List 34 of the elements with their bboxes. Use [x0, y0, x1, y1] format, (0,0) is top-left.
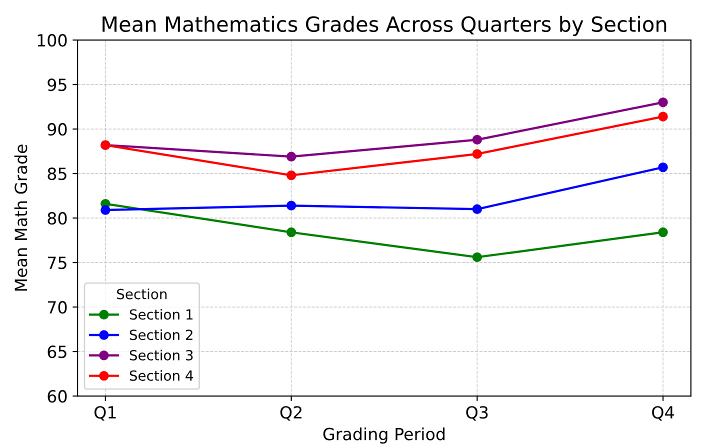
point: [658, 97, 668, 108]
point: [100, 205, 110, 215]
point: [472, 204, 482, 214]
y-axis-title: Mean Math Grade: [14, 144, 28, 291]
y-tick-label: 75: [48, 256, 66, 270]
x-tick-label: Q2: [280, 406, 302, 421]
point: [658, 227, 668, 238]
point: [658, 112, 668, 122]
point: [472, 149, 482, 159]
point: [658, 162, 668, 172]
legend-label: Section 1: [130, 308, 193, 320]
y-tick-label: 65: [48, 346, 66, 358]
y-tick-label: 100: [38, 34, 67, 47]
y-tick-label: 90: [48, 123, 67, 136]
y-tick-label: 80: [48, 212, 67, 225]
point: [472, 252, 482, 262]
y-tick-label: 95: [48, 78, 66, 92]
legend-label: Section 2: [130, 329, 192, 340]
x-tick-label: Q1: [94, 406, 116, 421]
legend-label: Section 4: [130, 370, 194, 381]
x-axis-title: Grading Period: [323, 427, 445, 444]
point: [286, 200, 296, 210]
legend-label: Section 3: [130, 350, 193, 360]
legend-title: Section: [117, 288, 167, 300]
y-tick-label: 60: [48, 390, 67, 403]
point: [472, 134, 482, 145]
y-tick-label: 85: [48, 168, 66, 180]
y-tick-label: 70: [48, 301, 67, 314]
x-tick-label: Q4: [652, 406, 674, 421]
point: [286, 227, 296, 238]
point: [286, 152, 296, 162]
x-tick-label: Q3: [466, 406, 488, 421]
point: [286, 170, 296, 180]
chart-title: Mean Mathematics Grades Across Quarters by Section: [102, 16, 666, 36]
